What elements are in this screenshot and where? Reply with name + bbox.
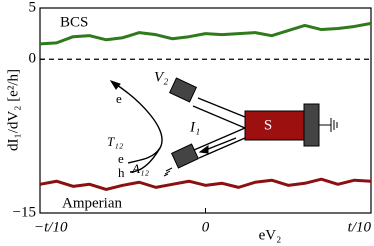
y-tick-label: 0 xyxy=(29,51,37,67)
transmission-label: T₁₂ xyxy=(107,134,124,149)
y-tick-label: 5 xyxy=(29,0,37,15)
particle-label: e xyxy=(116,91,122,106)
particle-label: h xyxy=(118,165,125,180)
lead xyxy=(198,137,246,159)
inset-diagram xyxy=(109,77,338,177)
series-label: BCS xyxy=(60,14,88,30)
particle-label: e xyxy=(118,151,124,166)
lead xyxy=(193,127,246,151)
trajectory xyxy=(129,147,161,173)
lead-label: V₂ xyxy=(154,69,168,85)
ground xyxy=(319,118,338,132)
arrow xyxy=(109,80,121,90)
x-axis-label: eV₂ xyxy=(259,227,282,243)
lead xyxy=(197,97,246,118)
x-tick-label: 0 xyxy=(202,219,210,235)
x-tick-label: t/10 xyxy=(348,219,372,235)
arrow xyxy=(198,145,209,154)
contact xyxy=(170,143,200,169)
contact xyxy=(168,77,198,103)
series-line xyxy=(39,177,372,191)
x-tick-label: −t/10 xyxy=(34,219,68,235)
contact xyxy=(303,103,320,147)
series-label: Amperian xyxy=(62,195,122,211)
ground xyxy=(163,167,173,177)
plot-frame xyxy=(39,7,372,214)
trajectory xyxy=(113,82,163,164)
andreev-label: A₁₂ xyxy=(131,161,149,176)
superconductor-label: S xyxy=(264,117,272,133)
superconductor xyxy=(244,110,306,141)
y-tick-label: −15 xyxy=(13,204,36,220)
y-axis-label: dI₁/dV₂ [e²/h] xyxy=(5,69,21,151)
current-label: I₁ xyxy=(189,119,200,135)
series-line xyxy=(39,21,372,46)
lead xyxy=(192,105,246,129)
